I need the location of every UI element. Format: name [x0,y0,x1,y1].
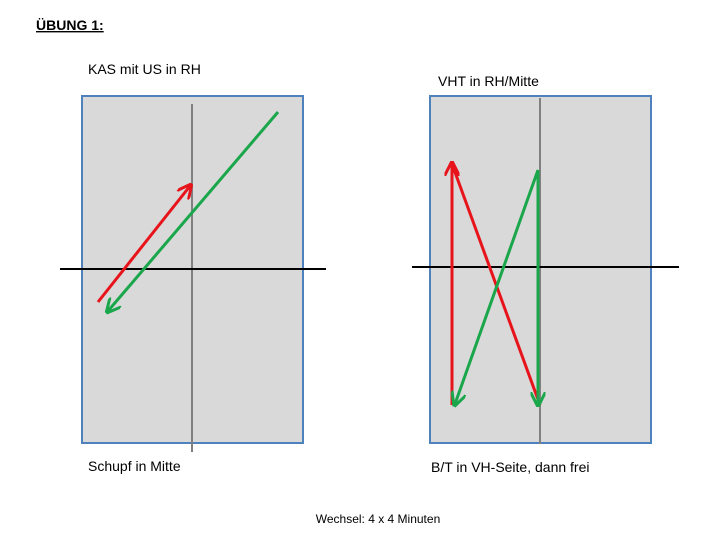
diagram-label: VHT in RH/Mitte [438,73,539,89]
diagram-label: KAS mit US in RH [88,61,201,77]
arrow-green [455,169,540,404]
arrow-green [108,111,280,311]
diagram-label: B/T in VH-Seite, dann frei [431,459,589,475]
diagram-label: Schupf in Mitte [88,458,181,474]
title: ÜBUNG 1: [36,17,104,33]
footer-note: Wechsel: 4 x 4 Minuten [316,512,441,526]
arrow-red [96,186,190,303]
